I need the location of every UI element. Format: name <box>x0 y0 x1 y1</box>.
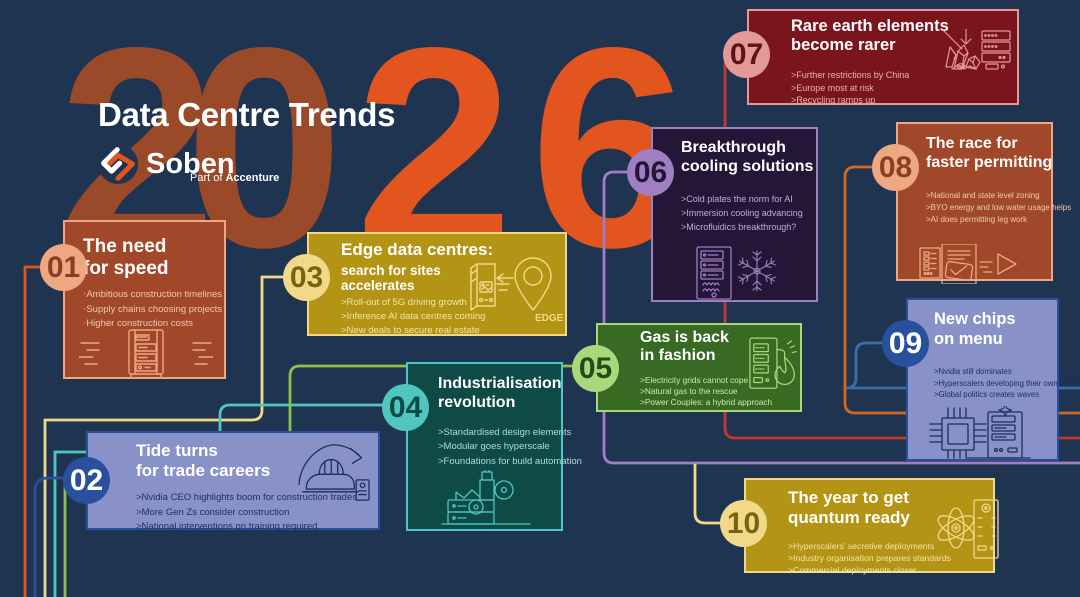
svg-text:EDGE: EDGE <box>535 313 563 324</box>
